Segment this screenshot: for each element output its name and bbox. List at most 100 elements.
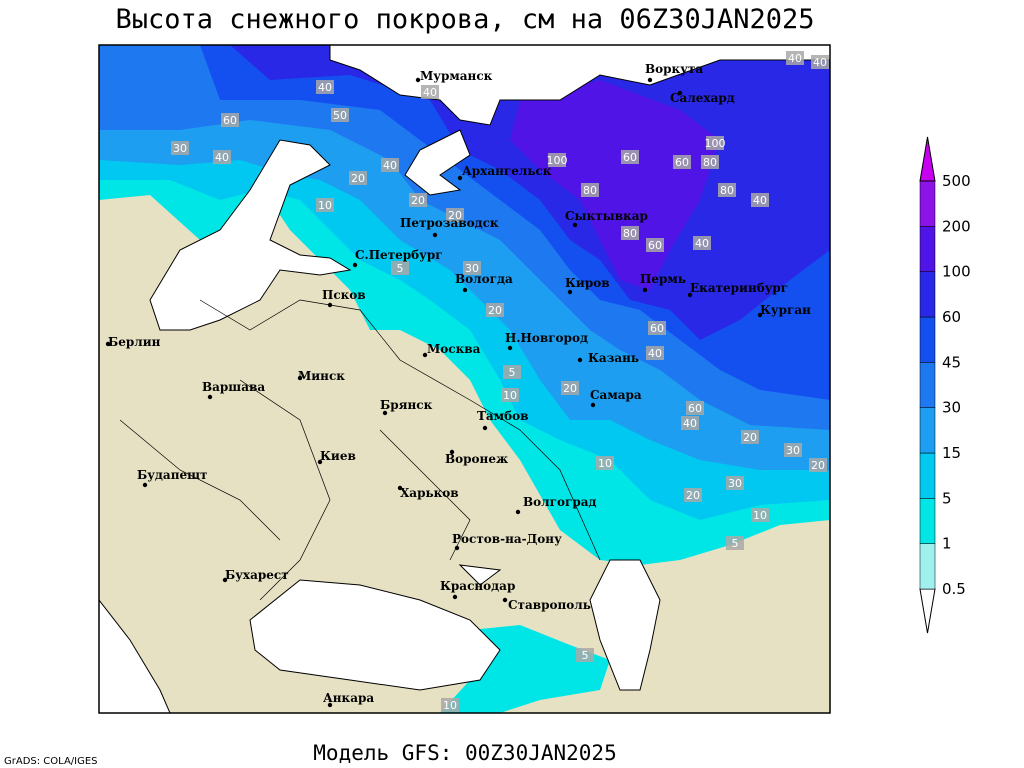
contour-label: 80 [720, 184, 734, 197]
legend-label: 1 [942, 535, 952, 553]
city-label: Самара [590, 388, 642, 402]
contour-label: 10 [318, 199, 332, 212]
city-dot [352, 262, 358, 268]
city-label: Волгоград [523, 495, 596, 509]
contour-label: 80 [623, 227, 637, 240]
city-label: С.Петербург [355, 248, 443, 262]
contour-label: 20 [686, 489, 700, 502]
contour-label: 20 [743, 431, 757, 444]
contour-label-box [486, 303, 504, 317]
city-dot [567, 289, 573, 295]
city-dot [502, 597, 508, 603]
city-dot [452, 594, 458, 600]
contour-label-box [331, 108, 349, 122]
snow-area [510, 80, 720, 290]
contour-label: 100 [705, 137, 726, 150]
contour-label-box [381, 158, 399, 172]
city-label: Бухарест [225, 568, 289, 582]
legend-swatch [919, 452, 936, 499]
legend-label: 60 [942, 308, 961, 326]
city-dot [207, 394, 213, 400]
contour-label-box [751, 193, 769, 207]
legend-label: 200 [942, 217, 971, 235]
city-dot [297, 375, 303, 381]
contour-label: 60 [623, 151, 637, 164]
contour-label-box [686, 401, 704, 415]
border [379, 429, 471, 561]
contour-label-box [718, 183, 736, 197]
city-label: Мурманск [420, 69, 493, 83]
contour-label-box [548, 153, 566, 167]
contour-label: 40 [813, 56, 827, 69]
city-dot [222, 577, 228, 583]
contour-label-box [621, 226, 639, 240]
city-dot [432, 232, 438, 238]
contour-label: 60 [675, 156, 689, 169]
city-dot [397, 485, 403, 491]
contour-label: 60 [648, 239, 662, 252]
city-dot [642, 287, 648, 293]
contour-label-box [681, 416, 699, 430]
city-label: Ростов-на-Дону [452, 532, 562, 546]
legend-label: 0.5 [942, 580, 966, 598]
contour-label: 60 [223, 114, 237, 127]
legend-swatch [919, 588, 936, 634]
map-frame [98, 44, 831, 714]
city-dot [677, 90, 683, 96]
sea [404, 129, 471, 196]
contour-label: 80 [583, 184, 597, 197]
city-label: Будапешт [137, 468, 207, 482]
city-dot [577, 357, 583, 363]
contour-label-box [596, 456, 614, 470]
city-label: Н.Новгород [505, 331, 588, 345]
credit: GrADS: COLA/IGES [4, 756, 98, 767]
legend-swatch [919, 180, 936, 227]
contour-label: 5 [732, 537, 739, 550]
city-label: Анкара [323, 691, 374, 705]
legend-swatch [919, 271, 936, 318]
contour-label-box [581, 183, 599, 197]
contour-label: 40 [383, 159, 397, 172]
contour-label: 20 [563, 382, 577, 395]
sea [149, 139, 352, 331]
city-label: Воркута [645, 62, 703, 76]
city-label: Харьков [400, 486, 459, 500]
sea [249, 579, 501, 691]
city-dot [105, 341, 111, 347]
contour-label: 40 [215, 151, 229, 164]
contour-label-box [409, 193, 427, 207]
contour-label-box [811, 55, 829, 69]
contour-label-box [349, 171, 367, 185]
contour-label: 60 [688, 402, 702, 415]
contour-label: 40 [648, 347, 662, 360]
city-dot [449, 449, 455, 455]
contour-label-box [171, 141, 189, 155]
contour-label: 40 [695, 237, 709, 250]
city-label: Петрозаводск [400, 216, 499, 230]
city-label: Псков [322, 288, 366, 302]
city-dot [327, 302, 333, 308]
contour-label-box [784, 443, 802, 457]
sea [458, 564, 502, 586]
contour-label-box [726, 536, 744, 550]
city-dot [462, 287, 468, 293]
legend-swatch [919, 407, 936, 454]
contour-label: 60 [650, 322, 664, 335]
contour-label-box [648, 321, 666, 335]
city-dot [142, 482, 148, 488]
contour-label-box [421, 85, 439, 99]
contour-label: 20 [411, 194, 425, 207]
contour-label: 30 [465, 262, 479, 275]
city-dot [507, 345, 513, 351]
contour-label-box [646, 238, 664, 252]
sea [589, 559, 661, 691]
city-label: Архангельск [462, 164, 552, 178]
city-dot [454, 545, 460, 551]
legend-swatch [919, 543, 936, 590]
border [119, 419, 281, 541]
contour-label-box [441, 698, 459, 712]
border [239, 379, 331, 601]
contour-label: 20 [811, 459, 825, 472]
city-dot [327, 702, 333, 708]
